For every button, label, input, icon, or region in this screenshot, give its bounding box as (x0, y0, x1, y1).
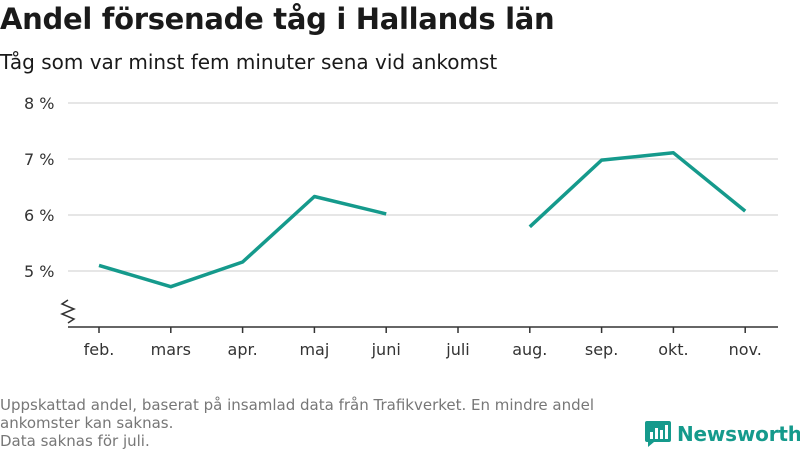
line-chart: 5 % 6 % 7 % 8 % feb. mars apr. maj juni juli aug.… (24, 94, 778, 359)
x-tick-label: maj (299, 340, 329, 359)
footnote-source: Uppskattad andel, baserat på insamlad da… (0, 396, 595, 432)
footnote-missing-data: Data saknas för juli. (0, 432, 150, 450)
y-tick-label: 5 % (24, 262, 54, 281)
gridlines (68, 102, 778, 272)
x-tick-label: aug. (512, 340, 547, 359)
chart-subtitle: Tåg som var minst fem minuter sena vid a… (0, 50, 498, 74)
x-tick-label: okt. (658, 340, 688, 359)
x-axis-labels: feb. mars apr. maj juni juli aug. sep. okt. nov. (84, 340, 762, 359)
y-tick-label: 7 % (24, 150, 54, 169)
y-tick-label: 8 % (24, 94, 54, 113)
x-axis (60, 299, 778, 333)
axis-break-mark (60, 299, 76, 324)
brand-name: Newsworthy (677, 422, 800, 446)
series-lines (98, 151, 747, 289)
x-tick-label: nov. (729, 340, 762, 359)
newsworthy-logo-icon (645, 421, 671, 447)
y-axis-labels: 5 % 6 % 7 % 8 % (24, 94, 54, 281)
series-line-segment (98, 194, 387, 289)
chart-footnote: Uppskattad andel, baserat på insamlad da… (0, 396, 640, 450)
x-tick-label: sep. (585, 340, 618, 359)
y-tick-label: 6 % (24, 206, 54, 225)
x-tick-label: apr. (228, 340, 258, 359)
x-tick-label: feb. (84, 340, 115, 359)
x-tick-label: juni (371, 340, 401, 359)
x-tick-label: juli (445, 340, 469, 359)
x-tick-label: mars (151, 340, 191, 359)
chart-title: Andel försenade tåg i Hallands län (0, 2, 555, 36)
series-line-segment (528, 151, 747, 229)
newsworthy-logo: Newsworthy (644, 419, 800, 449)
